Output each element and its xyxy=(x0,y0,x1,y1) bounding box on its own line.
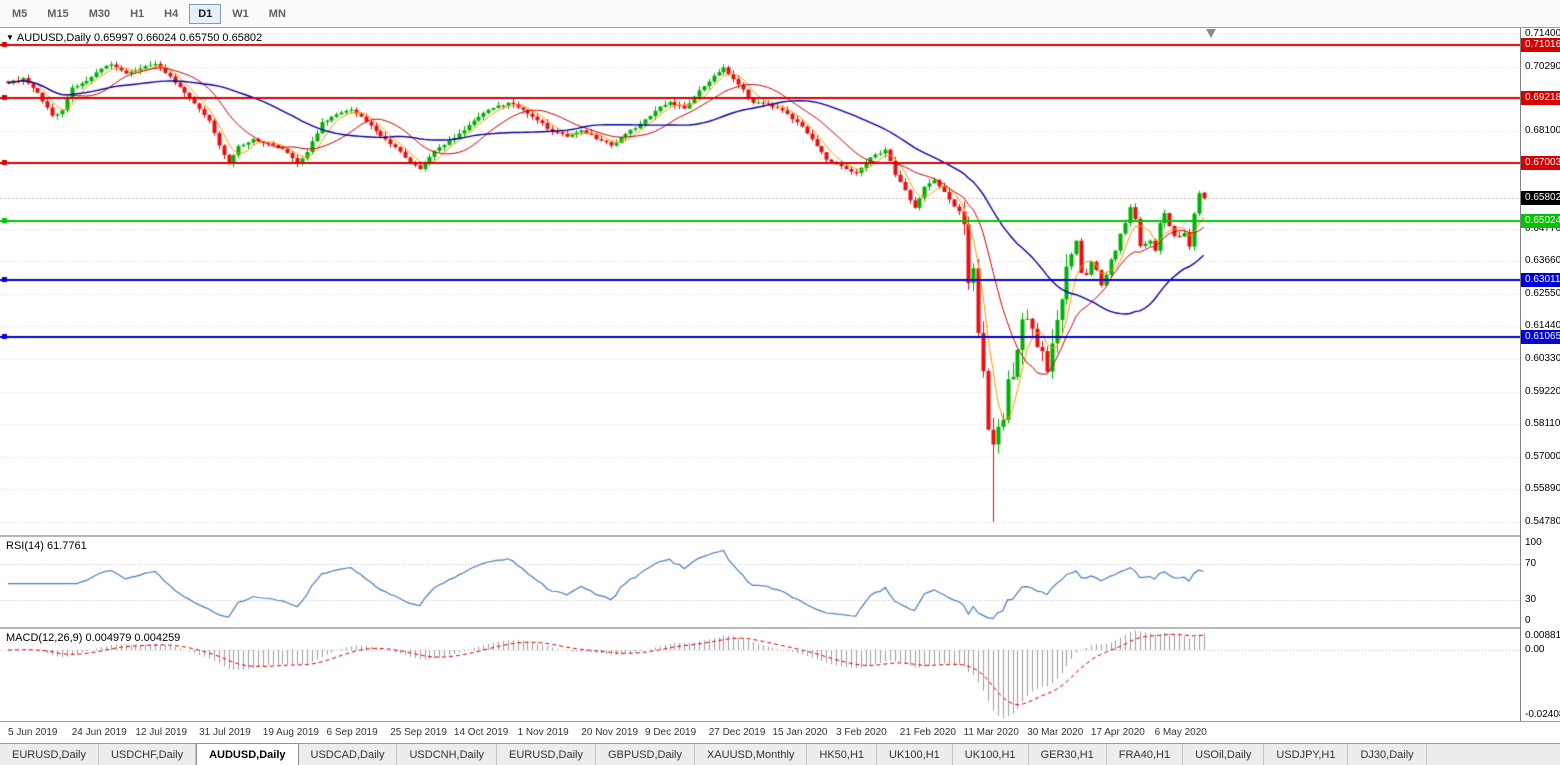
rsi-axis-label: 100 xyxy=(1525,537,1542,548)
date-axis-label: 24 Jun 2019 xyxy=(71,727,127,738)
symbol-ohlc: 0.65997 0.66024 0.65750 0.65802 xyxy=(93,32,263,44)
macd-axis-label: 0.008815 xyxy=(1525,630,1560,641)
rsi-axis-label: 30 xyxy=(1525,594,1537,605)
price-axis-label: 0.54780 xyxy=(1525,515,1560,527)
price-axis-label: 0.60330 xyxy=(1525,353,1560,365)
price-axis-label: 0.62550 xyxy=(1525,287,1560,299)
tab-usdcnh-daily[interactable]: USDCNH,Daily xyxy=(397,744,498,765)
date-axis-label: 30 Mar 2020 xyxy=(1027,727,1084,738)
date-axis-label: 21 Feb 2020 xyxy=(899,727,956,738)
bid-price-tag: 0.65802 xyxy=(1521,191,1560,206)
date-axis-label: 6 Sep 2019 xyxy=(326,727,378,738)
tab-uk100-h1[interactable]: UK100,H1 xyxy=(877,744,953,765)
tab-ger30-h1[interactable]: GER30,H1 xyxy=(1029,744,1107,765)
level-price-tag: 0.61065 xyxy=(1521,330,1560,345)
price-axis-label: 0.55890 xyxy=(1525,483,1560,495)
price-axis: 0.714000.702900.681000.647700.636600.625… xyxy=(1520,28,1560,721)
chart-area: ▼ AUDUSD,Daily 0.65997 0.66024 0.65750 0.… xyxy=(0,28,1560,721)
symbol-name: AUDUSD,Daily xyxy=(16,32,91,44)
date-axis-label: 11 Mar 2020 xyxy=(963,727,1019,738)
rsi-value: 61.7761 xyxy=(46,540,87,552)
tab-usoil-daily[interactable]: USOil,Daily xyxy=(1183,744,1265,765)
price-axis-label: 0.70290 xyxy=(1525,60,1560,72)
tab-usdchf-daily[interactable]: USDCHF,Daily xyxy=(99,744,197,765)
level-price-tag: 0.71016 xyxy=(1521,38,1560,53)
rsi-name: RSI(14) xyxy=(6,540,44,552)
date-axis-label: 19 Aug 2019 xyxy=(262,727,319,738)
chart-panels: ▼ AUDUSD,Daily 0.65997 0.66024 0.65750 0.… xyxy=(0,28,1520,721)
price-axis-label: 0.68100 xyxy=(1525,124,1560,136)
tab-usdcad-daily[interactable]: USDCAD,Daily xyxy=(299,744,398,765)
main-chart-panel: ▼ AUDUSD,Daily 0.65997 0.66024 0.65750 0.… xyxy=(0,28,1520,535)
level-price-tag: 0.63011 xyxy=(1521,273,1560,288)
timeframe-m5[interactable]: M5 xyxy=(12,7,28,20)
rsi-axis-label: 0 xyxy=(1525,615,1531,626)
macd-values: 0.004979 0.004259 xyxy=(85,632,181,644)
panel-separator[interactable] xyxy=(0,627,1520,629)
tab-uk100-h1[interactable]: UK100,H1 xyxy=(953,744,1029,765)
tab-hk50-h1[interactable]: HK50,H1 xyxy=(807,744,878,765)
chart-tabs: EURUSD,Daily USDCHF,Daily AUDUSD,Daily USDC… xyxy=(0,743,1560,765)
date-axis-label: 14 Oct 2019 xyxy=(453,727,509,738)
tab-usdjpy-h1[interactable]: USDJPY,H1 xyxy=(1264,744,1349,765)
date-axis-label: 6 May 2020 xyxy=(1154,727,1207,738)
price-axis-label: 0.71400 xyxy=(1525,28,1560,39)
tab-eurusd-daily[interactable]: EURUSD,Daily xyxy=(0,744,99,765)
rsi-panel: RSI(14) 61.7761 xyxy=(0,537,1520,627)
timeframe-mn[interactable]: MN xyxy=(268,7,286,20)
macd-canvas[interactable] xyxy=(0,629,1520,721)
level-price-tag: 0.67003 xyxy=(1521,156,1560,171)
panel-separator[interactable] xyxy=(0,535,1520,537)
date-axis-label: 12 Jul 2019 xyxy=(135,727,188,738)
date-axis-label: 25 Sep 2019 xyxy=(390,727,447,738)
date-axis-label: 15 Jan 2020 xyxy=(772,727,828,738)
date-axis-label: 5 Jun 2019 xyxy=(8,727,58,738)
timeframe-h4[interactable]: H4 xyxy=(164,7,179,20)
level-price-tag: 0.69218 xyxy=(1521,91,1560,106)
price-axis-label: 0.63660 xyxy=(1525,255,1560,267)
chart-shift-marker[interactable] xyxy=(1206,29,1216,38)
tab-gbpusd-daily[interactable]: GBPUSD,Daily xyxy=(596,744,695,765)
level-price-tag: 0.65024 xyxy=(1521,214,1560,229)
date-axis-label: 27 Dec 2019 xyxy=(708,727,766,738)
date-axis-label: 1 Nov 2019 xyxy=(517,727,569,738)
timeframe-m30[interactable]: M30 xyxy=(88,7,111,20)
tab-fra40-h1[interactable]: FRA40,H1 xyxy=(1107,744,1184,765)
main-chart-canvas[interactable] xyxy=(0,28,1520,535)
macd-label: MACD(12,26,9) 0.004979 0.004259 xyxy=(6,632,180,644)
timeframe-m15[interactable]: M15 xyxy=(47,7,69,20)
tab-dj30-daily[interactable]: DJ30,Daily xyxy=(1348,744,1427,765)
time-axis: 5 Jun 2019 24 Jun 2019 12 Jul 2019 31 Jul 2… xyxy=(0,721,1560,743)
date-axis-label: 3 Feb 2020 xyxy=(836,727,887,738)
macd-name: MACD(12,26,9) xyxy=(6,632,83,644)
price-axis-label: 0.59220 xyxy=(1525,385,1560,397)
rsi-canvas[interactable] xyxy=(0,537,1520,627)
rsi-axis-label: 70 xyxy=(1525,558,1537,569)
price-axis-label: 0.58110 xyxy=(1525,418,1560,430)
symbol-dropdown-icon[interactable]: ▼ xyxy=(6,33,14,42)
date-axis-label: 20 Nov 2019 xyxy=(581,727,639,738)
macd-axis-label: 0.00 xyxy=(1525,644,1545,655)
price-axis-label: 0.57000 xyxy=(1525,450,1560,462)
macd-panel: MACD(12,26,9) 0.004979 0.004259 xyxy=(0,629,1520,721)
timeframe-w1[interactable]: W1 xyxy=(232,7,249,20)
tab-audusd-daily[interactable]: AUDUSD,Daily xyxy=(196,743,299,765)
timeframe-h1[interactable]: H1 xyxy=(130,7,145,20)
timeframe-toolbar: M5 M15 M30 H1 H4 D1 W1 MN xyxy=(0,0,1560,28)
timeframe-d1[interactable]: D1 xyxy=(189,3,222,24)
price-axis-label: 0.61440 xyxy=(1525,320,1560,332)
rsi-label: RSI(14) 61.7761 xyxy=(6,540,87,552)
symbol-label: ▼ AUDUSD,Daily 0.65997 0.66024 0.65750 0.… xyxy=(6,32,262,44)
tab-xauusd-monthly[interactable]: XAUUSD,Monthly xyxy=(695,744,808,765)
date-axis-label: 31 Jul 2019 xyxy=(199,727,251,738)
date-axis-label: 17 Apr 2020 xyxy=(1090,727,1145,738)
macd-axis-label: -0.02408 xyxy=(1525,709,1560,720)
date-axis-label: 9 Dec 2019 xyxy=(645,727,697,738)
tab-eurusd-daily[interactable]: EURUSD,Daily xyxy=(497,744,596,765)
